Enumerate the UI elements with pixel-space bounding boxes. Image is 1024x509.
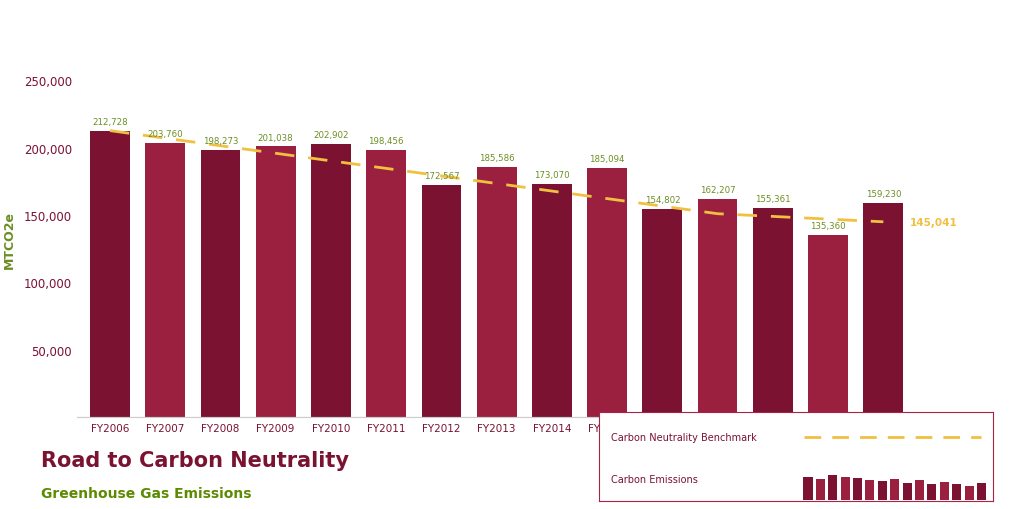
- Text: 145,041: 145,041: [910, 217, 957, 228]
- Bar: [952, 484, 962, 500]
- Text: Road to Carbon Neutrality: Road to Carbon Neutrality: [41, 450, 349, 470]
- Bar: [753, 209, 793, 417]
- Bar: [965, 486, 974, 500]
- Bar: [587, 168, 627, 417]
- Bar: [878, 482, 887, 500]
- Text: Carbon Emissions: Carbon Emissions: [611, 474, 697, 484]
- Bar: [90, 131, 130, 417]
- Bar: [915, 480, 924, 500]
- Bar: [940, 483, 949, 500]
- Bar: [863, 203, 903, 417]
- Bar: [145, 144, 185, 417]
- Bar: [532, 185, 571, 417]
- Bar: [477, 168, 516, 417]
- Text: 185,586: 185,586: [479, 154, 514, 163]
- Bar: [977, 483, 986, 500]
- Text: 203,760: 203,760: [147, 130, 183, 139]
- Bar: [642, 209, 682, 417]
- Bar: [256, 147, 296, 417]
- Bar: [865, 480, 874, 500]
- Bar: [808, 235, 848, 417]
- Text: Greenhouse Gas Emissions: Greenhouse Gas Emissions: [41, 486, 252, 500]
- Text: 198,456: 198,456: [369, 137, 403, 146]
- Bar: [804, 477, 812, 500]
- Text: Carbon Neutrality Benchmark: Carbon Neutrality Benchmark: [611, 432, 757, 442]
- Text: 173,070: 173,070: [535, 171, 569, 180]
- Text: 212,728: 212,728: [92, 118, 128, 127]
- Bar: [890, 479, 899, 500]
- Text: 154,802: 154,802: [644, 195, 680, 205]
- Text: 162,207: 162,207: [699, 186, 735, 194]
- Bar: [311, 145, 351, 417]
- Text: 159,230: 159,230: [865, 190, 901, 199]
- Bar: [853, 478, 862, 500]
- Bar: [422, 185, 461, 417]
- Y-axis label: MTCO2e: MTCO2e: [2, 210, 15, 268]
- Bar: [697, 200, 737, 417]
- Text: 198,273: 198,273: [203, 137, 239, 146]
- Text: 202,902: 202,902: [313, 131, 348, 140]
- Text: 201,038: 201,038: [258, 133, 294, 143]
- Text: 155,361: 155,361: [755, 195, 791, 204]
- Text: 172,567: 172,567: [424, 172, 459, 181]
- Bar: [367, 151, 407, 417]
- Text: 185,094: 185,094: [590, 155, 625, 164]
- Bar: [841, 477, 850, 500]
- Text: 135,360: 135,360: [810, 222, 846, 231]
- Bar: [816, 479, 825, 500]
- Bar: [928, 484, 936, 500]
- Bar: [201, 151, 241, 417]
- Bar: [828, 475, 838, 500]
- Bar: [902, 483, 911, 500]
